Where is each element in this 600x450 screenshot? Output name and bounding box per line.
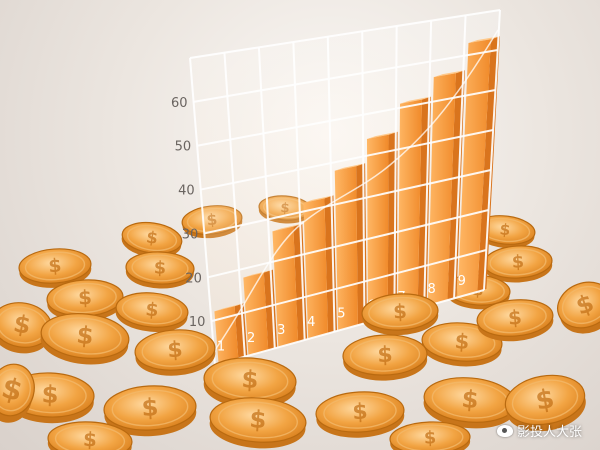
coin: $	[504, 374, 586, 432]
weibo-icon	[496, 424, 513, 437]
grid-line	[211, 249, 487, 323]
dollar-sign-icon: $	[145, 228, 159, 248]
grid-line	[196, 89, 496, 147]
grid-line	[207, 209, 489, 279]
grid-line	[200, 129, 494, 191]
coin: $	[342, 334, 428, 381]
grid-line	[223, 52, 246, 357]
x-tick-label: 2	[247, 331, 255, 346]
x-tick-label: 9	[458, 274, 466, 289]
coin: $	[0, 363, 35, 423]
dollar-sign-icon: $	[511, 252, 524, 273]
dollar-sign-icon: $	[424, 428, 437, 448]
dollar-sign-icon: $	[154, 258, 167, 278]
coin: $	[125, 251, 195, 289]
dollar-sign-icon: $	[454, 329, 470, 354]
coin-pile-front: $$$$ $$$$ $$ $ $ $$ $$	[0, 293, 586, 450]
dollar-sign-icon: $	[533, 383, 556, 417]
y-tick-label: 10	[189, 315, 206, 330]
coin: $	[46, 279, 124, 322]
grid-line	[326, 36, 336, 332]
coin: $	[134, 329, 216, 376]
coin: $	[121, 221, 183, 258]
coin: $	[18, 248, 92, 288]
y-tick-label: 50	[175, 140, 192, 155]
coin: $	[557, 281, 600, 334]
y-tick-label: 30	[182, 227, 199, 242]
x-tick-label: 8	[428, 282, 436, 297]
coin: $	[315, 391, 405, 438]
grid-line	[453, 15, 467, 299]
dollar-sign-icon: $	[167, 337, 184, 363]
dollar-sign-icon: $	[141, 393, 159, 422]
grid-line	[189, 9, 501, 59]
bar	[366, 131, 398, 323]
y-tick-label: 20	[185, 271, 202, 286]
coin: $	[103, 385, 197, 437]
dollar-sign-icon: $	[11, 309, 32, 339]
coin: $	[40, 313, 130, 365]
trend-line	[214, 29, 499, 351]
coin: $	[47, 421, 133, 450]
grid-line	[214, 289, 485, 366]
bar	[334, 163, 367, 331]
coin: $	[209, 397, 307, 449]
x-tick-label: 3	[277, 323, 285, 338]
dollar-sign-icon: $	[377, 343, 393, 369]
coin: $	[483, 245, 553, 283]
dollar-sign-icon: $	[507, 306, 523, 330]
dollar-sign-icon: $	[499, 220, 512, 239]
coin: $	[423, 377, 517, 429]
grid-line	[193, 49, 498, 103]
dollar-sign-icon: $	[393, 300, 408, 324]
coin: $	[361, 293, 439, 336]
dollar-sign-icon: $	[83, 428, 98, 450]
dollar-sign-icon: $	[460, 385, 479, 414]
coin: $	[476, 299, 554, 342]
grid-line	[361, 31, 366, 324]
dollar-sign-icon: $	[48, 256, 62, 278]
coin-pile-back: $ $ $ $ $ $ $ $ $ $ $ $	[0, 195, 600, 354]
x-tick-label: 4	[307, 315, 315, 330]
grid-line	[292, 41, 306, 341]
watermark-text: 影投人大张	[516, 425, 582, 440]
bar	[303, 195, 337, 339]
bar	[214, 303, 248, 364]
dollar-sign-icon: $	[241, 365, 259, 394]
grid-line	[483, 9, 501, 291]
grid-line	[393, 25, 398, 316]
coin: $	[203, 357, 297, 409]
coin: $	[389, 421, 471, 450]
dollar-sign-icon: $	[41, 380, 59, 409]
grid-line	[189, 57, 216, 366]
x-tick-label: 1	[217, 339, 225, 354]
coin: $	[115, 292, 189, 332]
dollar-sign-icon: $	[78, 286, 93, 310]
dollar-sign-icon: $	[352, 400, 369, 426]
y-tick-label: 60	[171, 96, 188, 111]
dollar-sign-icon: $	[75, 321, 95, 351]
grid-line	[257, 47, 276, 349]
dollar-sign-icon: $	[145, 299, 160, 321]
grid-line	[204, 169, 492, 235]
chart-grid	[189, 9, 501, 366]
watermark: 影投人大张	[496, 421, 582, 440]
dollar-sign-icon: $	[249, 405, 268, 434]
y-axis-labels: 10 20 30 40 50 60	[171, 96, 205, 330]
x-tick-label: 5	[337, 307, 345, 322]
grid-line	[423, 20, 433, 307]
y-tick-label: 40	[178, 184, 195, 199]
